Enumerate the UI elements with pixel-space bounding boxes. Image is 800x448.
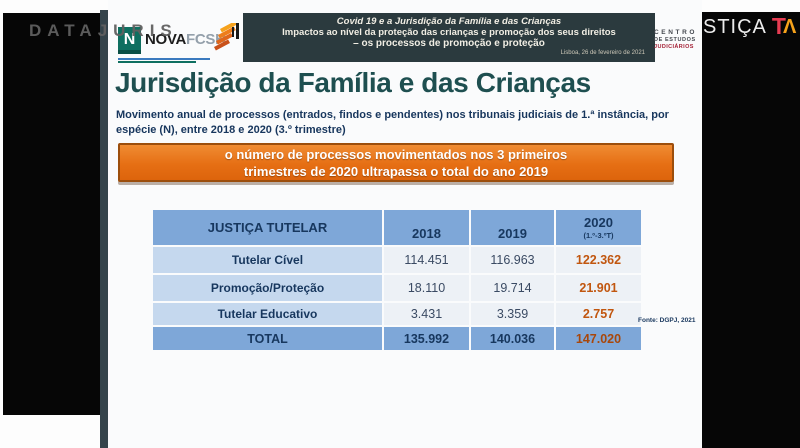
slide-subtitle: Movimento anual de processos (entrados, … [116,109,669,136]
novafcsh-subline [118,58,210,60]
event-banner: Covid 19 e a Jurisdição da Família e das… [243,13,655,62]
video-letterbox-left [3,13,100,415]
justica-tv-t-glyph: T [771,13,786,39]
cell-tutelar-civel-2018: 114.451 [384,247,469,273]
table-header-justica-tutelar: JUSTIÇA TUTELAR [153,210,382,245]
justica-tv-v-glyph: Λ [782,16,797,38]
presentation-slide: N NOVAFCSH CICS.NOVA Covid 19 e a Jurisd… [108,0,702,448]
cell-tutelar-civel-2019: 116.963 [471,247,554,273]
cell-total-2020: 147.020 [556,327,641,350]
cicsnova-logo-icon [213,23,239,51]
event-banner-line2: Impactos ao nível da proteção das crianç… [282,27,616,38]
cell-promocao-2020: 21.901 [556,275,641,301]
event-banner-date: Lisboa, 26 de fevereiro de 2021 [560,50,645,56]
row-label-total: TOTAL [153,327,382,350]
justica-tv-text: STIÇA [703,16,767,38]
cell-educativo-2019: 3.359 [471,303,554,325]
source-note: Fonte: DGPJ, 2021 [638,317,696,324]
justica-tutelar-table: JUSTIÇA TUTELAR 2018 2019 2020 (1.º-3.ºT… [153,210,641,350]
justica-tv-logo: STIÇA T Λ [703,13,797,39]
table-header-2019: 2019 [471,210,554,245]
cej-line3: JUDICIÁRIOS [654,44,694,50]
cell-promocao-2019: 19.714 [471,275,554,301]
novafcsh-logo-text: NOVAFCSH [145,31,226,48]
video-letterbox-right [702,12,800,448]
cell-educativo-2020: 2.757 [556,303,641,325]
event-banner-title: Covid 19 e a Jurisdição da Família e das… [336,16,562,27]
cej-line1: CENTRO [654,29,698,36]
row-label-tutelar-educativo: Tutelar Educativo [153,303,382,325]
table-header-2020-year: 2020 [584,215,613,230]
callout-line2: trimestres de 2020 ultrapassa o total do… [243,163,549,179]
table-header-2020-sub: (1.º-3.ºT) [583,231,614,240]
row-label-promocao-protecao: Promoção/Proteção [153,275,382,301]
table-header-2018: 2018 [384,210,469,245]
row-label-tutelar-civel: Tutelar Cível [153,247,382,273]
event-banner-line3: – os processos de promoção e proteção [353,38,545,49]
cej-logo: CENTRO DE ESTUDOS JUDICIÁRIOS [654,29,697,51]
novafcsh-nova: NOVA [145,31,187,48]
novafcsh-fcsh: FCSH [186,31,226,48]
callout-line1: o número de processos movimentados nos 3… [224,146,568,162]
cell-total-2018: 135.992 [384,327,469,350]
novafcsh-subline-2 [118,61,196,63]
cell-tutelar-civel-2020: 122.362 [556,247,641,273]
cell-promocao-2018: 18.110 [384,275,469,301]
cej-line2: DE ESTUDOS [654,37,696,44]
cell-total-2019: 140.036 [471,327,554,350]
slide-title: Jurisdição da Família e das Crianças [115,67,591,98]
cell-educativo-2018: 3.431 [384,303,469,325]
table-header-2020: 2020 (1.º-3.ºT) [556,210,641,245]
slide-left-border [100,10,108,448]
novafcsh-logo-icon: N [118,27,141,54]
highlight-callout: o número de processos movimentados nos 3… [118,143,674,182]
datajuris-watermark: DATAJURIS [29,21,178,40]
